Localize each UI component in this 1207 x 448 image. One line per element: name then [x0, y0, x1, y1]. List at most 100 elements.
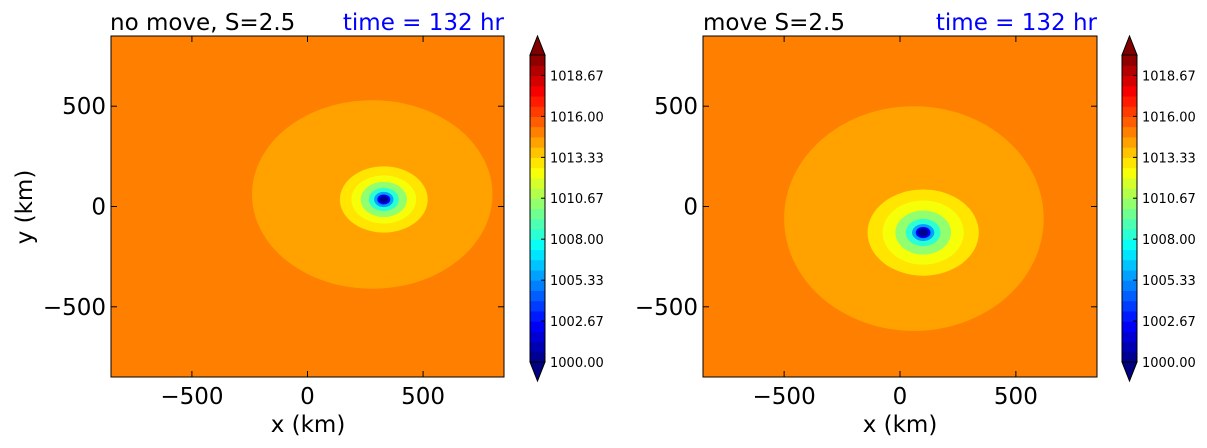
colorbar-tick-label: 1002.67: [1142, 315, 1196, 330]
y-tick-label: 500: [62, 94, 106, 120]
colorbar-segment: [530, 106, 545, 117]
colorbar-tick-label: 1018.67: [550, 69, 604, 84]
colorbar-segment: [530, 228, 545, 240]
x-tick-label: −500: [160, 384, 223, 410]
colorbar-segment: [530, 269, 545, 281]
colorbar-segment: [1122, 167, 1137, 179]
colorbar-segment: [1122, 147, 1137, 158]
colorbar-tick-label: 1005.33: [550, 274, 604, 289]
colorbar-segment: [530, 147, 545, 158]
colorbar-segment: [1122, 106, 1137, 117]
colorbar-segment: [530, 85, 545, 97]
colorbar-extend-max: [1121, 34, 1138, 56]
colorbar-segment: [530, 300, 545, 312]
colorbar-tick-label: 1010.67: [550, 192, 604, 207]
y-tick-label: 0: [683, 195, 698, 221]
panel-no-move: no move, S=2.5 time = 132 hr −500 0 500 −5…: [12, 10, 604, 438]
colorbar-tick-label: 1000.00: [550, 356, 604, 371]
colorbar-extend-max: [529, 34, 546, 56]
colorbar-segment: [1122, 239, 1137, 251]
colorbar-segment: [1122, 321, 1137, 332]
colorbar-tick-label: 1008.00: [1142, 233, 1196, 248]
colorbar-segment: [1122, 341, 1137, 353]
colorbar-segment: [1122, 55, 1137, 66]
colorbar-segment: [1122, 75, 1137, 87]
colorbar-tick-label: 1013.33: [1142, 151, 1196, 166]
colorbar-tick-label: 1018.67: [1142, 69, 1196, 84]
colorbar-segment: [530, 55, 545, 66]
colorbar-segment: [530, 188, 545, 199]
colorbar-segment: [1122, 310, 1137, 322]
x-tick-label: 0: [300, 384, 315, 410]
colorbar-segment: [1122, 218, 1137, 230]
colorbar-segment: [1122, 228, 1137, 240]
y-tick-label: −500: [43, 295, 106, 321]
colorbar-segment: [1122, 116, 1137, 128]
pressure-contour: [379, 196, 388, 203]
colorbar-segment: [530, 321, 545, 332]
colorbar-segment: [1122, 331, 1137, 343]
colorbar-segment: [1122, 208, 1137, 220]
y-tick-label: −500: [635, 295, 698, 321]
colorbar-segment: [530, 290, 545, 302]
colorbar-segment: [530, 95, 545, 107]
colorbar-segment: [530, 116, 545, 128]
title-left: move S=2.5: [703, 10, 845, 36]
panel-move: move S=2.5 time = 132 hr −500 0 500 −500 0 5…: [635, 10, 1196, 438]
colorbar-segment: [1122, 290, 1137, 302]
colorbar-segment: [530, 75, 545, 87]
colorbar-tick-label: 1016.00: [1142, 110, 1196, 125]
colorbar-tick-label: 1002.67: [550, 315, 604, 330]
colorbar: 1000.00 1002.67 1005.33 1008.00 1010.67 1013.…: [1121, 34, 1196, 383]
colorbar-segment: [530, 136, 545, 148]
colorbar-segment: [530, 157, 545, 169]
colorbar-tick-label: 1008.00: [550, 233, 604, 248]
y-ticks: −500 0 500: [635, 94, 1097, 321]
colorbar-tick-label: 1016.00: [550, 110, 604, 125]
colorbar-tick-label: 1000.00: [1142, 356, 1196, 371]
title-right: time = 132 hr: [936, 10, 1098, 36]
colorbar-segment: [1122, 65, 1137, 77]
title-left: no move, S=2.5: [110, 10, 295, 36]
colorbar-segment: [1122, 177, 1137, 189]
colorbar-segment: [1122, 85, 1137, 97]
colorbar-segment: [1122, 95, 1137, 107]
x-axis-label: x (km): [863, 412, 938, 438]
colorbar-segment: [1122, 351, 1137, 363]
colorbar-tick-label: 1005.33: [1142, 274, 1196, 289]
colorbar-segment: [1122, 280, 1137, 291]
colorbar-segment: [530, 259, 545, 271]
colorbar-segment: [1122, 198, 1137, 210]
x-axis-label: x (km): [271, 412, 346, 438]
y-ticks: −500 0 500: [43, 94, 504, 321]
colorbar-segment: [530, 331, 545, 343]
colorbar-segment: [1122, 188, 1137, 199]
colorbar-segment: [530, 177, 545, 189]
colorbar-segment: [530, 249, 545, 261]
pressure-field: [702, 35, 1098, 378]
colorbar: 1000.00 1002.67 1005.33 1008.00 1010.67 1013.…: [529, 34, 604, 383]
colorbar-segment: [530, 126, 545, 138]
colorbar-frame: [1121, 54, 1138, 363]
colorbar-extend-min: [1121, 361, 1138, 383]
colorbar-tick-label: 1010.67: [1142, 192, 1196, 207]
colorbar-segment: [1122, 157, 1137, 169]
x-tick-label: 0: [893, 384, 908, 410]
pressure-field: [110, 35, 505, 378]
colorbar-segment: [1122, 300, 1137, 312]
colorbar-extend-min: [529, 361, 546, 383]
y-tick-label: 500: [654, 94, 698, 120]
x-tick-label: −500: [753, 384, 816, 410]
colorbar-segment: [530, 310, 545, 322]
colorbar-segment: [530, 65, 545, 77]
x-tick-label: 500: [401, 384, 445, 410]
colorbar-frame: [529, 54, 546, 363]
x-ticks: −500 0 500: [160, 36, 445, 410]
title-right: time = 132 hr: [343, 10, 505, 36]
y-tick-label: 0: [91, 195, 106, 221]
colorbar-segment: [1122, 249, 1137, 261]
x-tick-label: 500: [994, 384, 1038, 410]
colorbar-segment: [530, 218, 545, 230]
colorbar-segment: [530, 208, 545, 220]
